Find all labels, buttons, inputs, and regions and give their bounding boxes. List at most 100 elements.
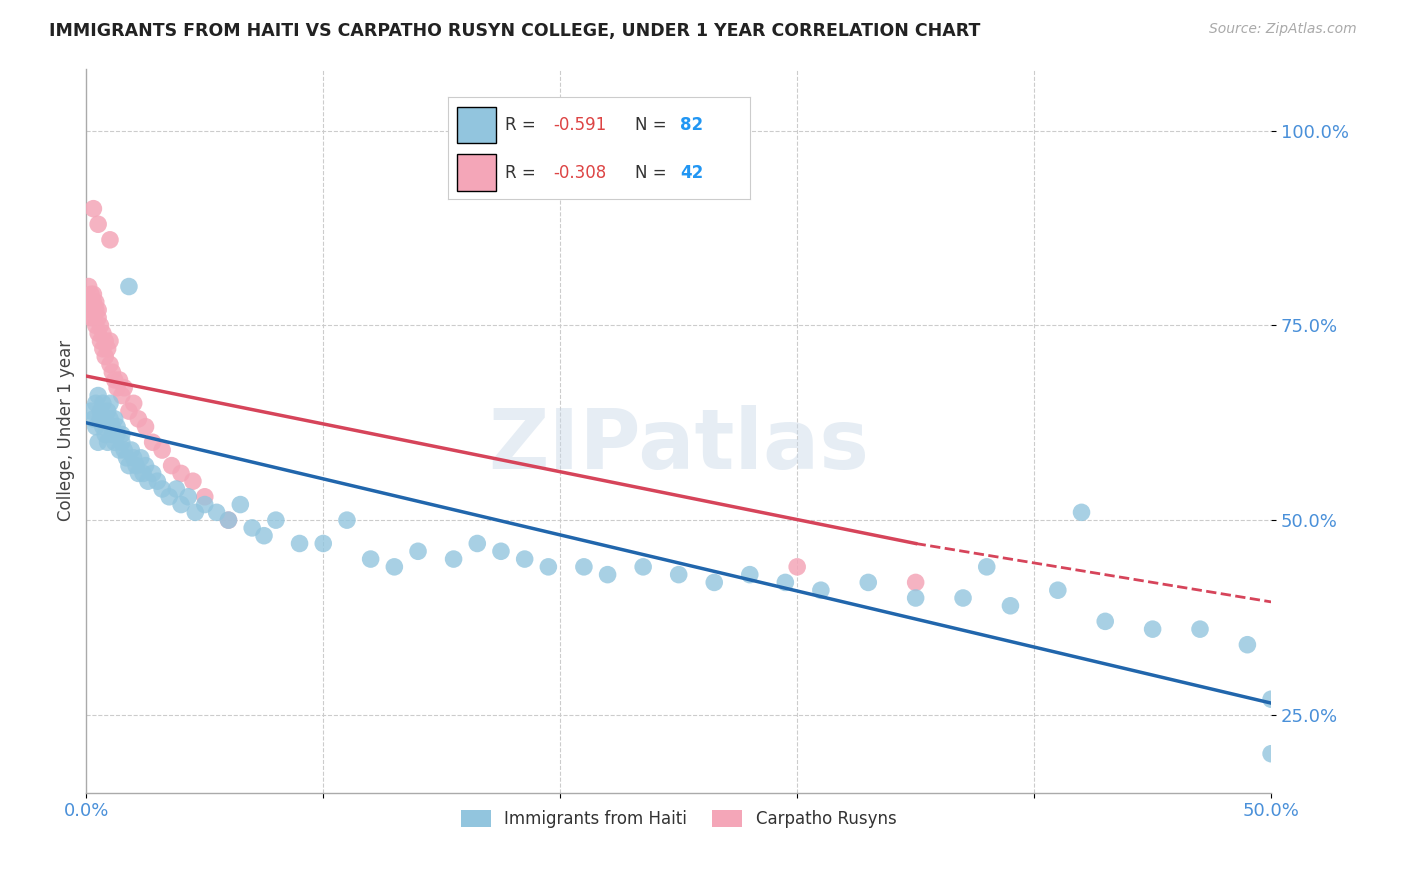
Point — [82, 412, 104, 426]
Point — [127, 467, 149, 481]
Point — [1070, 505, 1092, 519]
Point — [82, 287, 104, 301]
Point — [91, 419, 114, 434]
Point — [80, 310, 103, 325]
Point — [596, 567, 619, 582]
Point — [98, 412, 121, 426]
Point — [703, 575, 725, 590]
Point — [668, 567, 690, 582]
Point — [1260, 747, 1282, 761]
Point — [382, 559, 405, 574]
Point — [105, 427, 128, 442]
Point — [84, 295, 107, 310]
Point — [84, 318, 107, 333]
Point — [360, 552, 382, 566]
Point — [118, 404, 141, 418]
Point — [177, 490, 200, 504]
Point — [150, 482, 173, 496]
Point — [136, 474, 159, 488]
Point — [84, 419, 107, 434]
Point — [1188, 622, 1211, 636]
Point — [142, 435, 165, 450]
Point — [97, 342, 120, 356]
Point — [80, 302, 103, 317]
Point — [104, 435, 127, 450]
Point — [89, 334, 111, 348]
Point — [111, 427, 134, 442]
Point — [94, 427, 117, 442]
Point — [127, 412, 149, 426]
Point — [952, 591, 974, 605]
Point — [631, 559, 654, 574]
Y-axis label: College, Under 1 year: College, Under 1 year — [58, 340, 75, 521]
Point — [89, 412, 111, 426]
Point — [91, 396, 114, 410]
Point — [738, 567, 761, 582]
Point — [160, 458, 183, 473]
Point — [80, 287, 103, 301]
Point — [537, 559, 560, 574]
Point — [94, 412, 117, 426]
Point — [904, 575, 927, 590]
Point — [111, 388, 134, 402]
Point — [82, 202, 104, 216]
Point — [157, 490, 180, 504]
Point — [101, 365, 124, 379]
Point — [101, 419, 124, 434]
Point — [87, 326, 110, 341]
Point — [118, 279, 141, 293]
Point — [120, 443, 142, 458]
Point — [443, 552, 465, 566]
Point — [135, 458, 157, 473]
Point — [904, 591, 927, 605]
Point — [288, 536, 311, 550]
Point — [98, 396, 121, 410]
Point — [101, 427, 124, 442]
Point — [1046, 583, 1069, 598]
Point — [150, 443, 173, 458]
Point — [810, 583, 832, 598]
Point — [513, 552, 536, 566]
Point — [97, 435, 120, 450]
Point — [108, 373, 131, 387]
Point — [104, 412, 127, 426]
Point — [80, 404, 103, 418]
Point — [118, 458, 141, 473]
Point — [240, 521, 263, 535]
Point — [104, 373, 127, 387]
Point — [82, 295, 104, 310]
Point — [84, 396, 107, 410]
Point — [125, 458, 148, 473]
Point — [87, 217, 110, 231]
Point — [1236, 638, 1258, 652]
Point — [111, 435, 134, 450]
Point — [217, 513, 239, 527]
Point — [77, 279, 100, 293]
Point — [465, 536, 488, 550]
Point — [97, 404, 120, 418]
Text: IMMIGRANTS FROM HAITI VS CARPATHO RUSYN COLLEGE, UNDER 1 YEAR CORRELATION CHART: IMMIGRANTS FROM HAITI VS CARPATHO RUSYN … — [49, 22, 980, 40]
Point — [89, 318, 111, 333]
Point — [1260, 692, 1282, 706]
Point — [115, 450, 138, 465]
Point — [194, 490, 217, 504]
Point — [170, 498, 193, 512]
Point — [572, 559, 595, 574]
Point — [1142, 622, 1164, 636]
Point — [87, 388, 110, 402]
Point — [181, 474, 204, 488]
Point — [406, 544, 429, 558]
Point — [142, 467, 165, 481]
Point — [94, 350, 117, 364]
Point — [336, 513, 359, 527]
Point — [165, 482, 187, 496]
Text: ZIPatlas: ZIPatlas — [488, 405, 869, 485]
Legend: Immigrants from Haiti, Carpatho Rusyns: Immigrants from Haiti, Carpatho Rusyns — [454, 804, 903, 835]
Point — [105, 419, 128, 434]
Point — [253, 529, 276, 543]
Point — [135, 419, 157, 434]
Point — [89, 404, 111, 418]
Point — [264, 513, 287, 527]
Point — [976, 559, 998, 574]
Point — [77, 295, 100, 310]
